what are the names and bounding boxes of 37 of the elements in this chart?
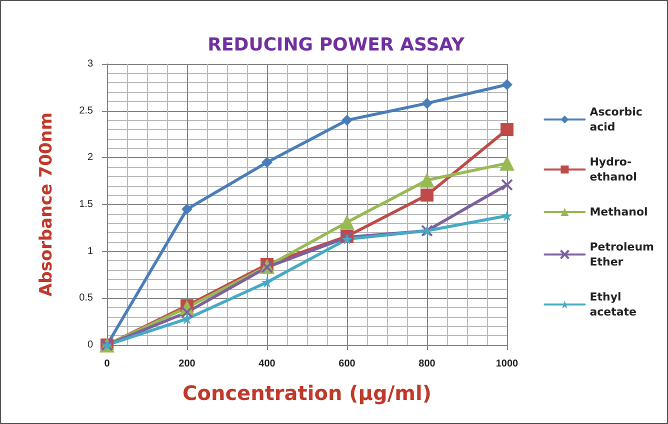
- x-tick-label: 800: [418, 358, 436, 370]
- y-tick-label: 1: [87, 246, 94, 257]
- point: [501, 178, 513, 191]
- y-tick-label: 2.5: [79, 105, 94, 116]
- point: [182, 313, 192, 324]
- x-tick-label: 0: [104, 358, 110, 370]
- y-tick-label: 0: [87, 340, 94, 350]
- point: [502, 79, 512, 90]
- point: [181, 306, 193, 318]
- point: [340, 214, 354, 230]
- point: [500, 156, 514, 171]
- point: [422, 98, 432, 109]
- point: [262, 156, 272, 168]
- legend-label: Hydro-ethanol: [590, 156, 637, 184]
- chart-title: REDUCING POWER ASSAY: [208, 34, 466, 56]
- legend-label: Ethyl acetate: [590, 290, 637, 318]
- point: [502, 210, 512, 222]
- point: [262, 276, 272, 288]
- legend-label: Methanol: [590, 206, 648, 218]
- x-axis-title: Concentration (µg/ml): [182, 381, 432, 405]
- y-tick-label: 3: [87, 58, 94, 70]
- x-tick-label: 200: [178, 358, 196, 370]
- y-axis-title: Absorbance 700nm: [36, 112, 56, 297]
- point: [420, 188, 434, 202]
- x-tick-label: 1000: [496, 358, 519, 370]
- x-tick-label: 600: [338, 358, 356, 370]
- y-tick-label: 2: [87, 152, 94, 164]
- point: [182, 204, 192, 215]
- point: [420, 172, 434, 188]
- x-tick-label: 400: [258, 358, 276, 370]
- y-tick-label: 0.5: [79, 292, 94, 304]
- legend-label: Petroleum Ether: [590, 240, 654, 268]
- point: [342, 234, 352, 245]
- y-tick-label: 1.5: [79, 199, 94, 210]
- point: [342, 114, 352, 126]
- point: [500, 123, 514, 136]
- legend-label: Ascorbic acid: [590, 106, 642, 134]
